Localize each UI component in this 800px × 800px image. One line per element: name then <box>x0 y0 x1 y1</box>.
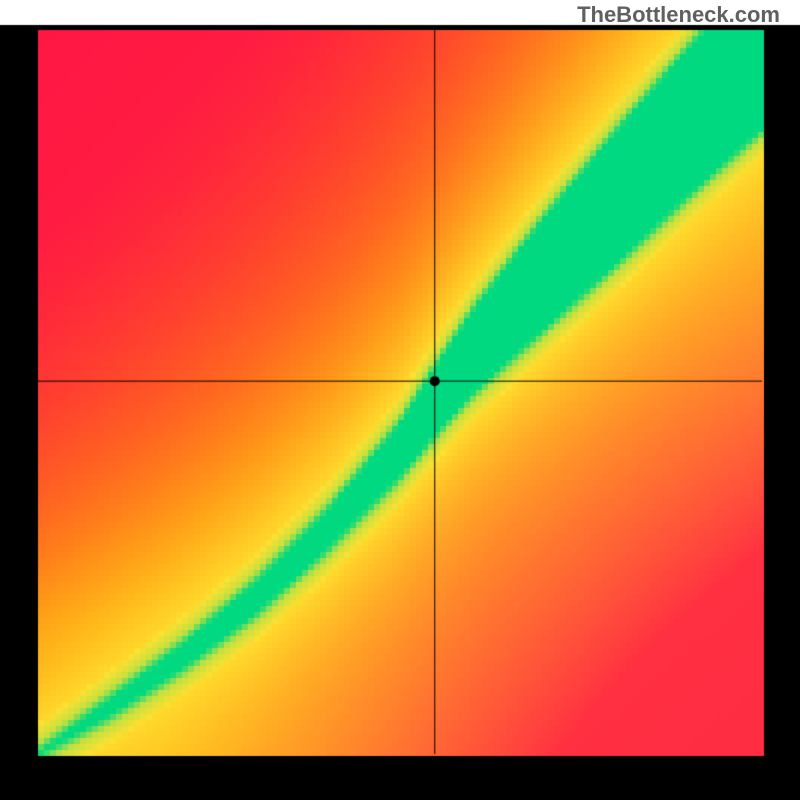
watermark-text: TheBottleneck.com <box>577 2 780 28</box>
chart-container: TheBottleneck.com <box>0 0 800 800</box>
bottleneck-heatmap <box>0 0 800 800</box>
